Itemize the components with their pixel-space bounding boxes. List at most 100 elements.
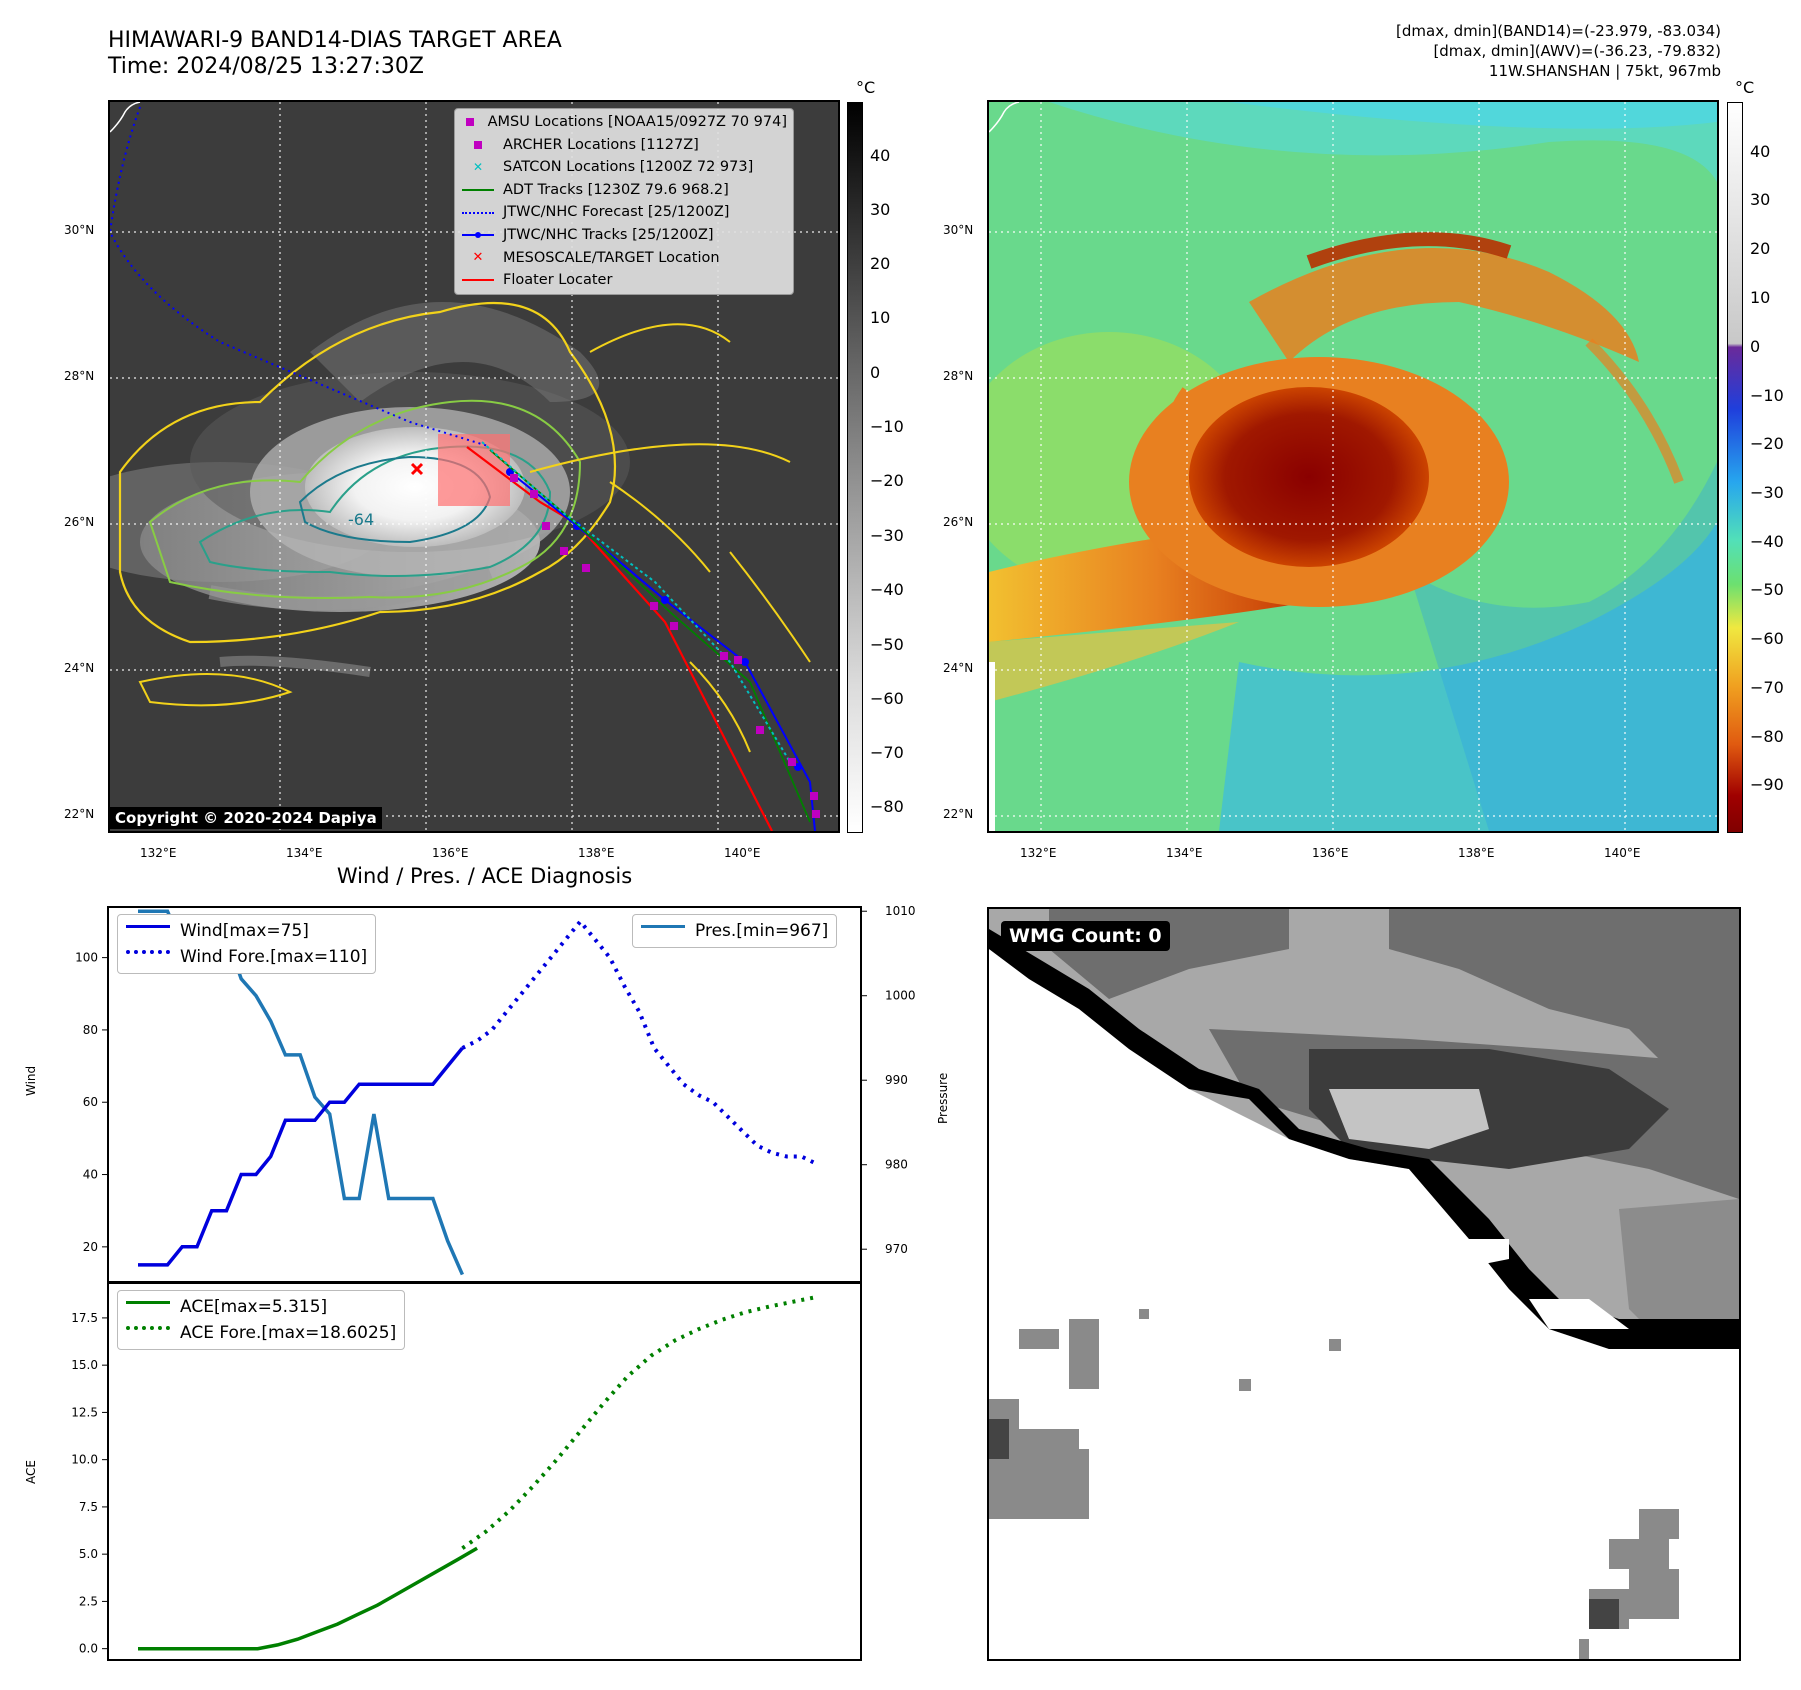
cb2-tick: −30: [1750, 483, 1784, 502]
cb1-tick: −30: [870, 526, 904, 545]
diagnosis-title: Wind / Pres. / ACE Diagnosis: [336, 864, 633, 888]
dotted-line-icon: [461, 206, 495, 220]
wind-legend: Wind[max=75] Wind Fore.[max=110]: [117, 914, 377, 974]
line-dot-icon: [461, 228, 495, 242]
lat-label: 22°N: [943, 807, 974, 821]
cb2-tick: −20: [1750, 434, 1784, 453]
cb1-tick: 20: [870, 254, 891, 273]
cb2-tick: −80: [1750, 727, 1784, 746]
lat-label: 28°N: [64, 369, 95, 383]
wv-map-image: [989, 102, 1717, 831]
map-title-line1: HIMAWARI-9 BAND14-DIAS TARGET AREA: [108, 28, 562, 53]
lon-label: 140°E: [1604, 846, 1641, 860]
cb1-tick: −20: [870, 471, 904, 490]
dotted-line-icon: [126, 950, 170, 964]
y-tick-label: 0.0: [79, 1642, 98, 1656]
cb1-tick: 40: [870, 146, 891, 165]
square-marker-icon: [461, 138, 495, 152]
stats-line2: [dmax, dmin](AWV)=(-36.23, -79.832): [1433, 42, 1721, 60]
ir-map-panel: -64 AMSU Locations [NOAA15/0927Z 70 974]…: [108, 100, 840, 833]
y-tick-label: 80: [83, 1023, 98, 1037]
lon-label: 138°E: [1458, 846, 1495, 860]
lat-label: 22°N: [64, 807, 95, 821]
dotted-line-icon: [126, 1326, 170, 1340]
ace-line: [138, 1546, 478, 1651]
colorbar2-unit: °C: [1735, 78, 1755, 97]
y-tick-label: 7.5: [79, 1500, 98, 1514]
cb1-tick: −50: [870, 635, 904, 654]
storm-info: 11W.SHANSHAN | 75kt, 967mb: [1488, 62, 1721, 80]
lat-label: 26°N: [64, 515, 95, 529]
cb2-tick: 20: [1750, 239, 1771, 258]
ace-chart: 0.0 2.5 5.0 7.5 10.0 12.5 15.0 17.5: [71, 1281, 862, 1661]
legend-item-archer: ARCHER Locations [1127Z]: [461, 134, 787, 157]
cb2-tick: −40: [1750, 532, 1784, 551]
copyright-label: Copyright © 2020-2024 Dapiya: [110, 807, 382, 829]
square-marker-icon: [461, 115, 480, 129]
stats-line1: [dmax, dmin](BAND14)=(-23.979, -83.034): [1396, 22, 1721, 40]
wmg-count-badge: WMG Count: 0: [1001, 921, 1170, 951]
wmg-panel: WMG Count: 0: [987, 907, 1741, 1661]
wind-forecast-line: [461, 918, 818, 1166]
y2-tick-label: 1010: [885, 904, 916, 918]
cb2-tick: −90: [1750, 775, 1784, 794]
ace-forecast-line: [461, 1295, 817, 1550]
lat-label: 30°N: [64, 223, 95, 237]
lon-label: 138°E: [578, 846, 615, 860]
cb1-tick: −70: [870, 743, 904, 762]
cb2-tick: 40: [1750, 142, 1771, 161]
plot-frame: [107, 1281, 862, 1661]
y2-tick-label: 1000: [885, 989, 916, 1003]
y2-tick-label: 980: [885, 1158, 908, 1172]
y-tick-label: 60: [83, 1095, 98, 1109]
y-tick-label: 17.5: [71, 1311, 98, 1325]
line-icon: [126, 1300, 170, 1314]
legend-item-target: ✕ MESOSCALE/TARGET Location: [461, 247, 787, 270]
legend-item-pressure: Pres.[min=967]: [641, 918, 828, 944]
colorbar1: [847, 102, 863, 833]
pressure-axis-label: Pressure: [936, 1072, 950, 1124]
line-icon: [461, 273, 495, 287]
lat-label: 28°N: [943, 369, 974, 383]
cb1-tick: −10: [870, 417, 904, 436]
cb2-tick: −10: [1750, 386, 1784, 405]
wind-axis-label: Wind: [24, 1065, 38, 1096]
wv-map-panel: [987, 100, 1719, 833]
cb2-tick: 0: [1750, 337, 1761, 356]
lon-label: 134°E: [1166, 846, 1203, 860]
cb2-tick: 30: [1750, 190, 1771, 209]
legend-item-ace-forecast: ACE Fore.[max=18.6025]: [126, 1320, 396, 1346]
cb1-tick: −80: [870, 797, 904, 816]
cb1-tick: 30: [870, 200, 891, 219]
cb1-tick: 0: [870, 363, 881, 382]
cb2-tick: 10: [1750, 288, 1771, 307]
y-tick-label: 15.0: [71, 1358, 98, 1372]
x-marker-icon: ✕: [472, 249, 484, 265]
y2-tick-label: 970: [885, 1242, 908, 1256]
lon-label: 132°E: [1020, 846, 1057, 860]
legend-item-tracks: JTWC/NHC Tracks [25/1200Z]: [461, 224, 787, 247]
lat-label: 24°N: [943, 661, 974, 675]
lon-label: 134°E: [286, 846, 323, 860]
legend-item-satcon: ✕ SATCON Locations [1200Z 72 973]: [461, 156, 787, 179]
legend-item-floater: Floater Locater: [461, 269, 787, 292]
cb1-tick: −40: [870, 580, 904, 599]
cb1-tick: −60: [870, 689, 904, 708]
ace-axis-label: ACE: [24, 1460, 38, 1484]
line-icon: [126, 924, 170, 938]
lat-label: 26°N: [943, 515, 974, 529]
y-tick-label: 2.5: [79, 1594, 98, 1608]
y-tick-label: 100: [75, 951, 98, 965]
lat-label: 24°N: [64, 661, 95, 675]
cb1-tick: 10: [870, 308, 891, 327]
lon-label: 140°E: [724, 846, 761, 860]
wind-line: [138, 1046, 464, 1267]
x-marker-icon: ✕: [472, 160, 484, 175]
wmg-image: [989, 909, 1739, 1659]
contour-label: -64: [348, 510, 375, 529]
line-icon: [461, 183, 495, 197]
line-icon: [641, 924, 685, 938]
lat-label: 30°N: [943, 223, 974, 237]
cb2-tick: −50: [1750, 580, 1784, 599]
y-tick-label: 5.0: [79, 1547, 98, 1561]
